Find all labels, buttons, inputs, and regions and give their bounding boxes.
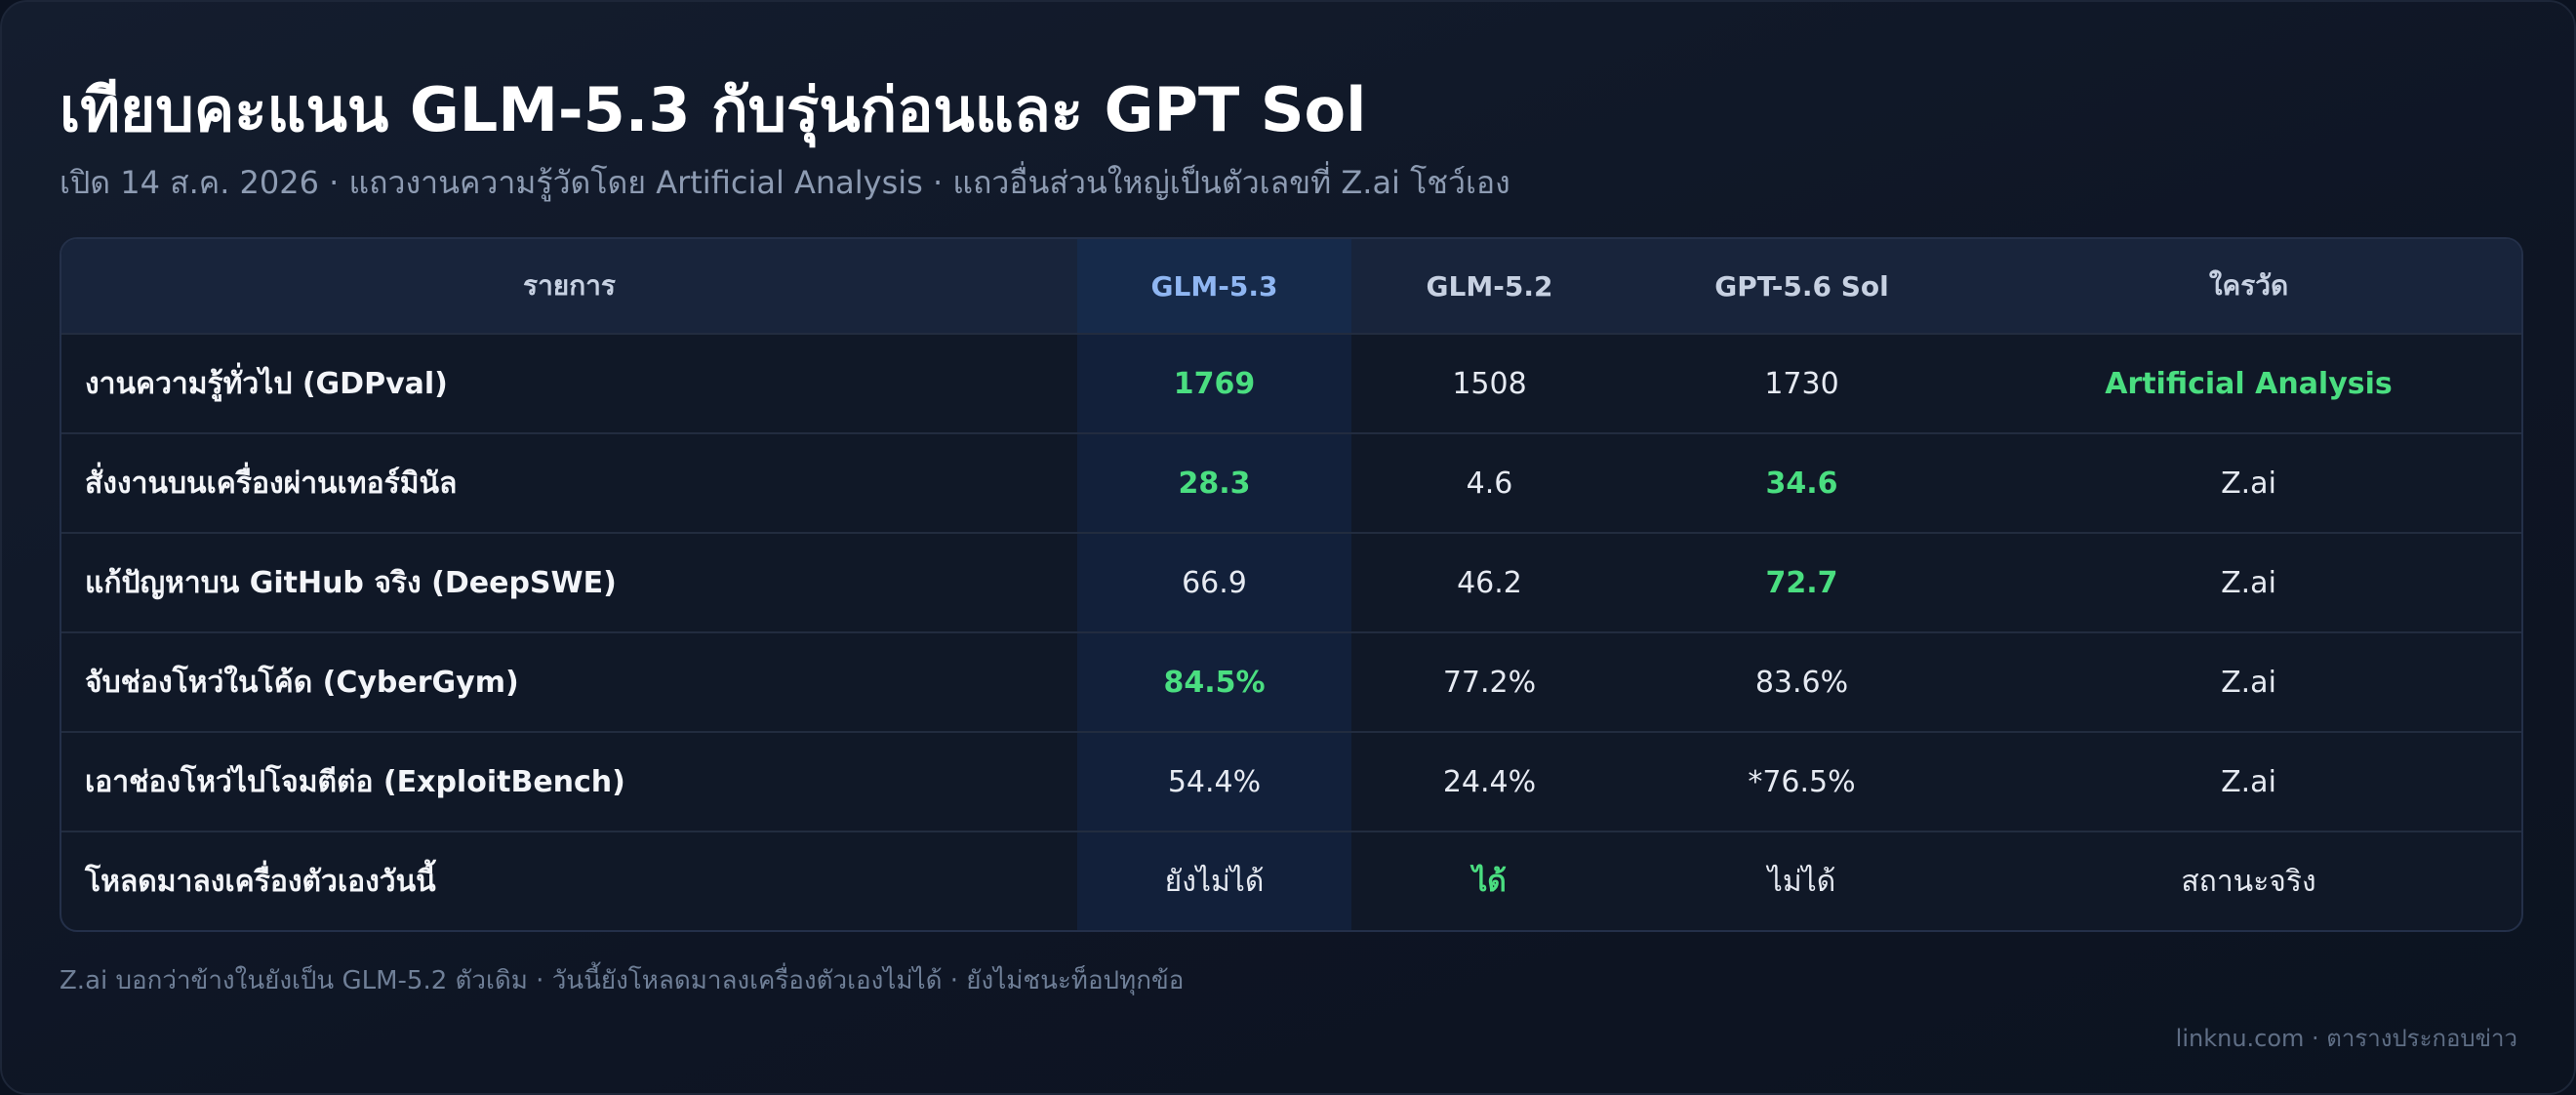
title: เทียบคะแนน GLM-5.3 กับรุ่นก่อนและ GPT So…	[60, 74, 1367, 145]
table-cell: 77.2%	[1351, 631, 1628, 731]
table-cell: ได้	[1351, 831, 1628, 930]
column-header: GLM-5.3	[1077, 239, 1351, 333]
row-label: เอาช่องโหว่ไปโจมตีต่อ (ExploitBench)	[61, 731, 1077, 831]
credit: linknu.com · ตารางประกอบข่าว	[2175, 1025, 2517, 1052]
table-cell: 34.6	[1628, 432, 1976, 532]
table-cell: *76.5%	[1628, 731, 1976, 831]
table-cell: ยังไม่ได้	[1077, 831, 1351, 930]
row-label: จับช่องโหว่ในโค้ด (CyberGym)	[61, 631, 1077, 731]
table-cell: ไม่ได้	[1628, 831, 1976, 930]
table-cell: สถานะจริง	[1976, 831, 2521, 930]
table-cell: Artificial Analysis	[1976, 333, 2521, 432]
table-cell: 1508	[1351, 333, 1628, 432]
column-header: GLM-5.2	[1351, 239, 1628, 333]
column-header: ใครวัด	[1976, 239, 2521, 333]
row-label: แก้ปัญหาบน GitHub จริง (DeepSWE)	[61, 532, 1077, 631]
table-cell: 1730	[1628, 333, 1976, 432]
table-cell: 4.6	[1351, 432, 1628, 532]
table-cell: 72.7	[1628, 532, 1976, 631]
row-label: โหลดมาลงเครื่องตัวเองวันนี้	[61, 831, 1077, 930]
table-cell: 84.5%	[1077, 631, 1351, 731]
table-cell: 28.3	[1077, 432, 1351, 532]
row-label: สั่งงานบนเครื่องผ่านเทอร์มินัล	[61, 432, 1077, 532]
comparison-table: รายการ GLM-5.3 GLM-5.2 GPT-5.6 Sol ใครวัดงาน…	[60, 237, 2523, 932]
table-cell: Z.ai	[1976, 432, 2521, 532]
table-cell: Z.ai	[1976, 631, 2521, 731]
table-cell: Z.ai	[1976, 532, 2521, 631]
table-cell: 1769	[1077, 333, 1351, 432]
row-label: งานความรู้ทั่วไป (GDPval)	[61, 333, 1077, 432]
table-cell: 66.9	[1077, 532, 1351, 631]
table-cell: 54.4%	[1077, 731, 1351, 831]
table-cell: Z.ai	[1976, 731, 2521, 831]
table-cell: 46.2	[1351, 532, 1628, 631]
footer-note: Z.ai บอกว่าข้างในยังเป็น GLM-5.2 ตัวเดิม…	[60, 966, 1185, 995]
table-cell: 83.6%	[1628, 631, 1976, 731]
subtitle: เปิด 14 ส.ค. 2026 · แถวงานความรู้วัดโดย …	[60, 164, 1510, 201]
column-header: GPT-5.6 Sol	[1628, 239, 1976, 333]
table-cell: 24.4%	[1351, 731, 1628, 831]
column-header: รายการ	[61, 239, 1077, 333]
